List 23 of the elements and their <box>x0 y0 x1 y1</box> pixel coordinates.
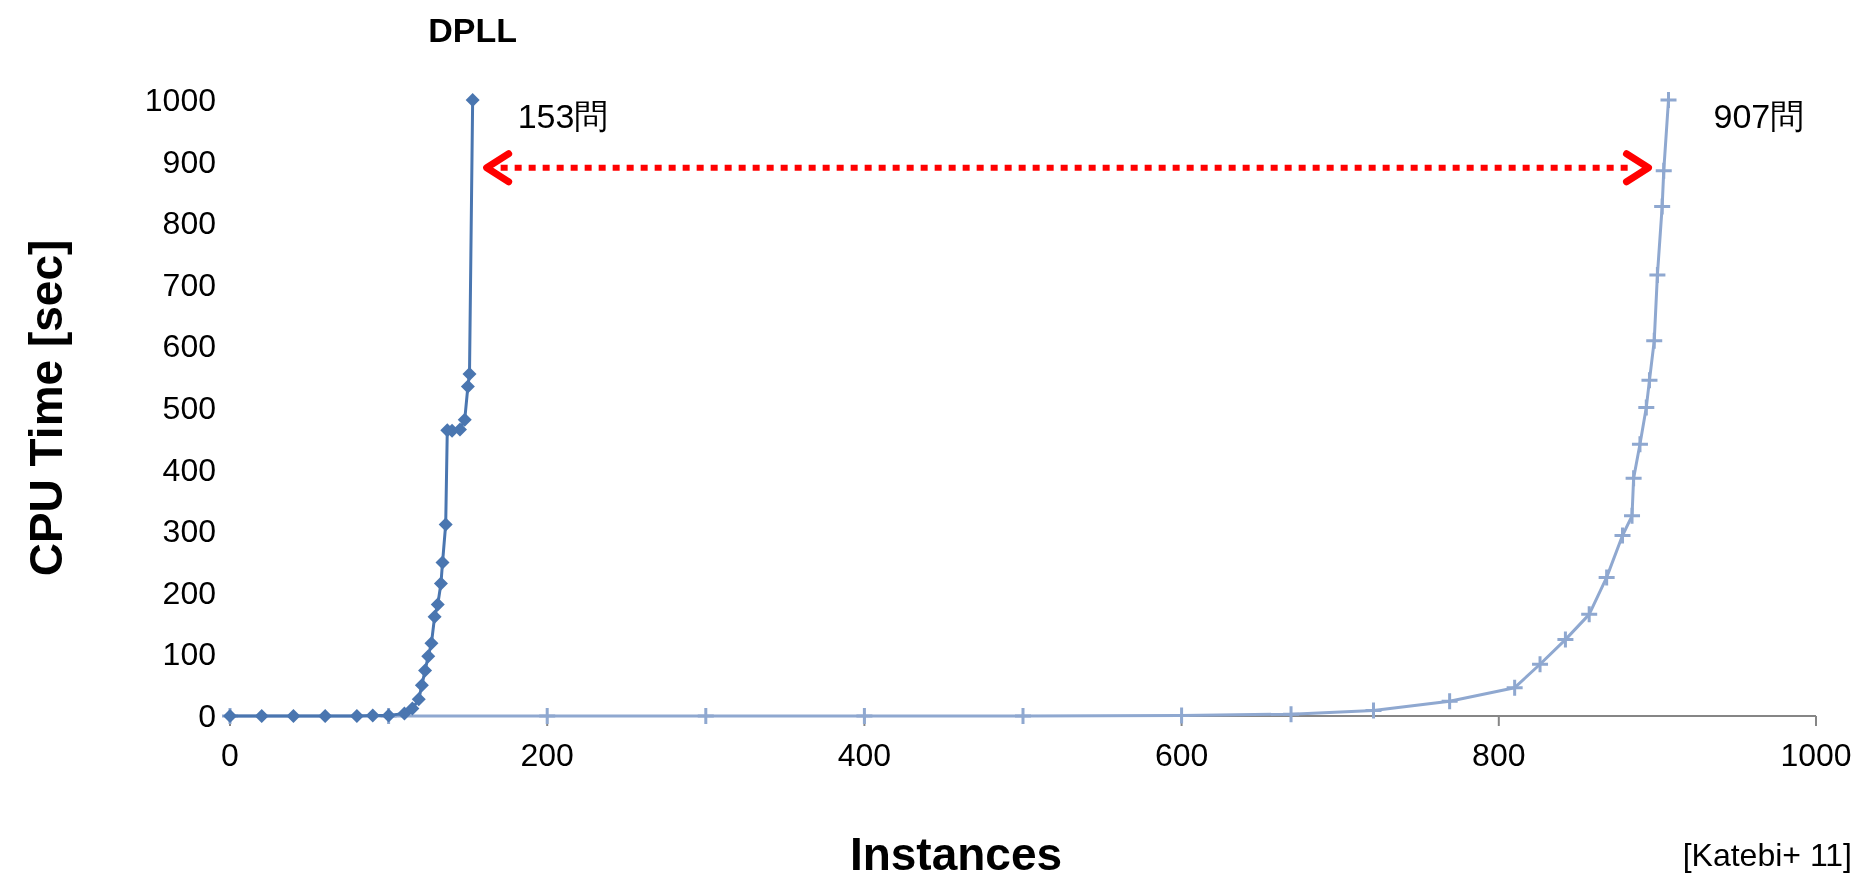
y-tick-label: 800 <box>162 205 216 242</box>
y-tick-label: 600 <box>162 328 216 365</box>
y-tick-label: 1000 <box>144 82 216 118</box>
x-tick-label: 800 <box>1472 737 1526 773</box>
annotation: 907問 <box>1713 97 1805 135</box>
y-tick-label: 400 <box>162 451 216 488</box>
annotation: 153問 <box>517 97 609 135</box>
x-tick-label: 0 <box>221 737 239 773</box>
y-tick-label: 200 <box>162 574 216 611</box>
y-tick-label: 700 <box>162 266 216 303</box>
text: [Katebi+ 11] <box>1682 837 1852 873</box>
x-axis-title: Instances <box>849 828 1063 879</box>
series-label: DPLL <box>428 11 518 49</box>
y-tick-label: 500 <box>162 390 216 426</box>
x-tick-label: 400 <box>837 737 892 773</box>
x-tick-label: 1000 <box>1780 737 1852 773</box>
y-tick-label: 100 <box>162 636 216 673</box>
x-tick-label: 200 <box>520 737 574 773</box>
y-tick-label: 0 <box>198 698 216 734</box>
y-axis-title: CPU Time [sec] <box>20 239 72 577</box>
y-tick-label: 300 <box>162 513 216 550</box>
y-tick-label: 900 <box>162 143 216 180</box>
x-tick-label: 600 <box>1154 737 1209 773</box>
